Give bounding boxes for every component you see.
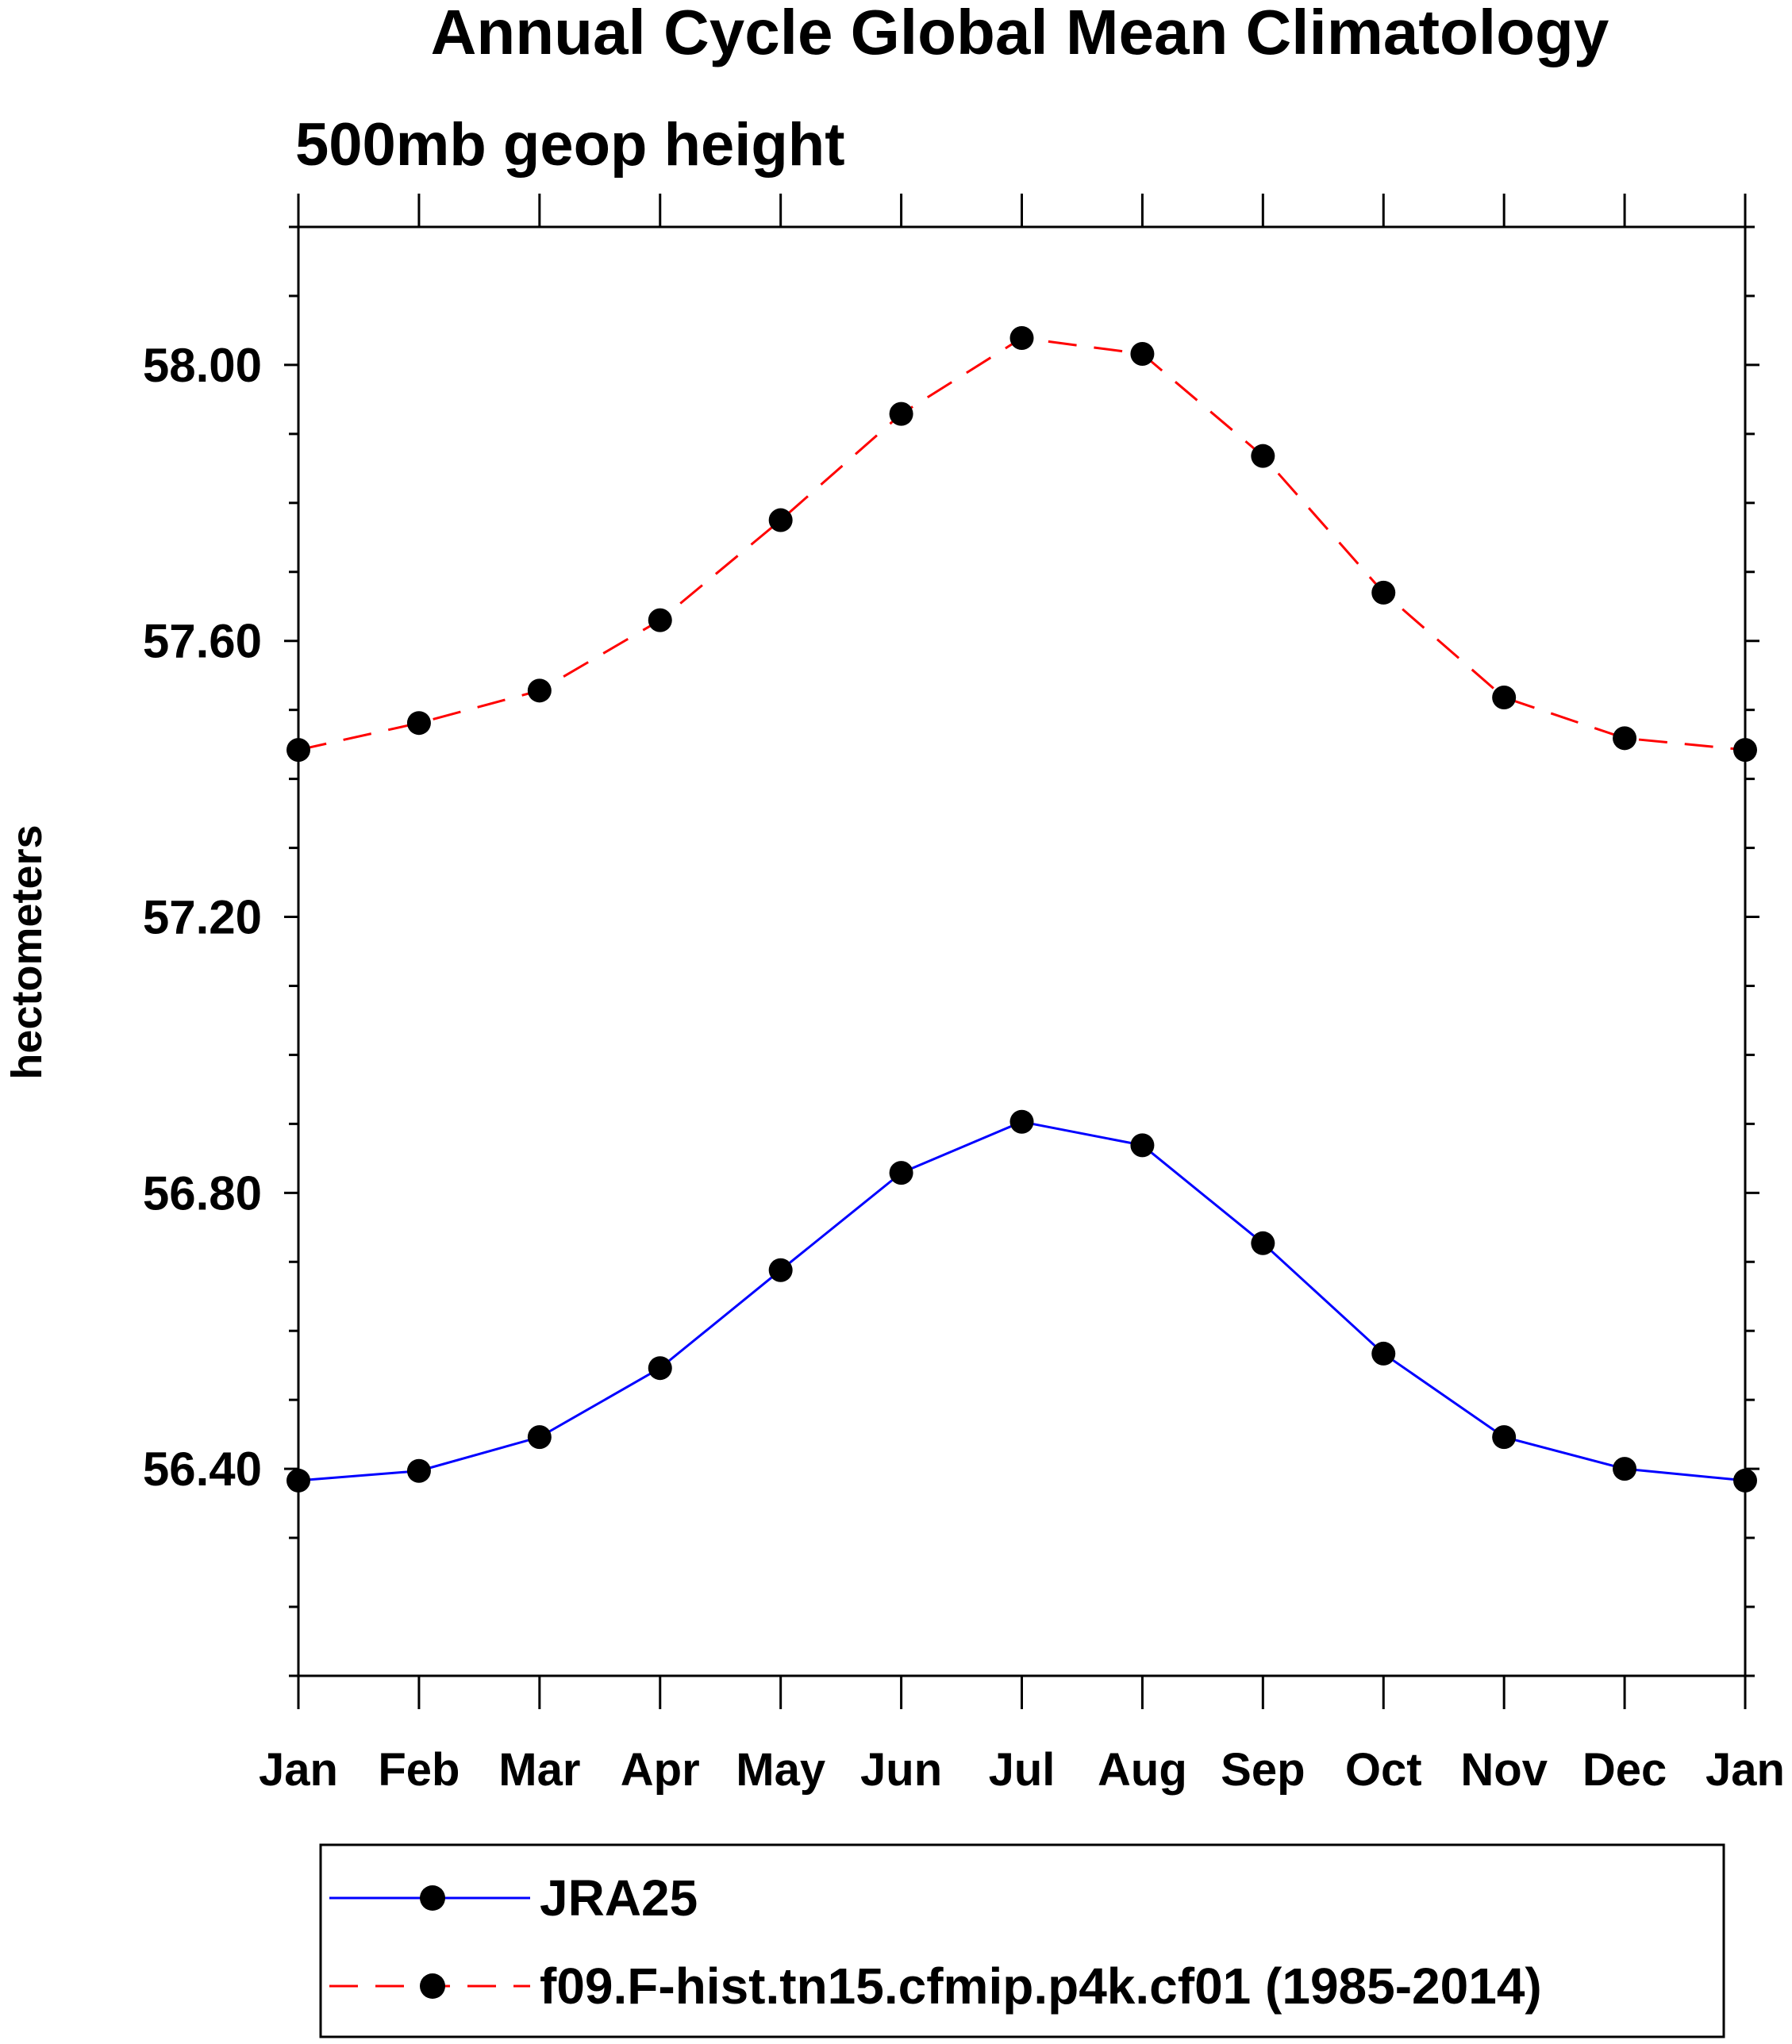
data-point-1-3	[648, 608, 672, 632]
y-tick-label: 56.80	[143, 1166, 262, 1220]
series-line-1	[298, 336, 1746, 751]
data-point-0-0	[286, 1468, 310, 1493]
x-tick-label: Oct	[1345, 1744, 1422, 1796]
legend: JRA25 f09.F-hist.tn15.cfmip.p4k.cf01 (19…	[319, 1843, 1725, 2038]
y-tick-label: 56.40	[143, 1443, 262, 1496]
data-point-1-11	[1613, 726, 1637, 751]
chart-title: Annual Cycle Global Mean Climatology	[431, 0, 1609, 67]
data-point-0-4	[768, 1258, 793, 1282]
y-tick-label: 57.60	[143, 615, 262, 668]
data-point-0-2	[527, 1425, 552, 1450]
data-point-1-4	[768, 508, 793, 532]
data-point-0-9	[1371, 1341, 1396, 1366]
legend-label-jra25: JRA25	[540, 1869, 698, 1927]
x-tick-label: Mar	[498, 1744, 580, 1796]
series-layer	[286, 325, 1757, 1493]
data-point-0-7	[1130, 1133, 1155, 1158]
y-axis-label: hectometers	[3, 824, 51, 1079]
x-tick-label: Sep	[1221, 1744, 1305, 1796]
data-point-0-8	[1251, 1231, 1275, 1255]
data-point-1-1	[406, 711, 431, 736]
x-tick-label: Jan	[1705, 1744, 1785, 1796]
data-point-1-5	[889, 402, 913, 426]
axis-ticks	[284, 194, 1759, 1709]
x-tick-label: Jan	[259, 1744, 338, 1796]
plot-frame	[297, 225, 1747, 1677]
data-point-1-10	[1492, 686, 1517, 710]
data-point-1-7	[1130, 341, 1155, 366]
data-point-1-0	[286, 738, 310, 763]
x-tick-label: May	[736, 1744, 825, 1796]
x-tick-label: Feb	[378, 1744, 460, 1796]
x-tick-label: Dec	[1582, 1744, 1667, 1796]
y-tick-label: 57.20	[143, 891, 262, 944]
data-point-0-12	[1733, 1468, 1757, 1493]
x-tick-label: Jul	[989, 1744, 1056, 1796]
legend-marker-f09	[420, 1973, 445, 1999]
legend-label-f09: f09.F-hist.tn15.cfmip.p4k.cf01 (1985-201…	[540, 1958, 1542, 2015]
x-tick-label: Apr	[621, 1744, 700, 1796]
y-tick-labels: 56.40 56.80 57.20 57.60 58.00	[143, 339, 262, 1496]
legend-marker-jra25	[420, 1885, 445, 1911]
data-point-0-6	[1009, 1109, 1034, 1134]
data-point-0-11	[1613, 1457, 1637, 1481]
legend-box	[319, 1843, 1725, 2038]
data-point-1-2	[527, 678, 552, 703]
data-point-1-9	[1371, 580, 1396, 605]
data-point-0-3	[648, 1356, 672, 1381]
data-point-0-1	[406, 1458, 431, 1483]
data-point-0-10	[1492, 1425, 1517, 1450]
data-point-1-12	[1733, 738, 1757, 763]
x-tick-labels: Jan Feb Mar Apr May Jun Jul Aug Sep Oct Nov Dec Jan	[259, 1744, 1785, 1796]
x-tick-label: Aug	[1098, 1744, 1187, 1796]
data-point-0-5	[889, 1161, 913, 1185]
y-tick-label: 58.00	[143, 339, 262, 392]
data-point-1-6	[1009, 325, 1034, 350]
data-point-1-8	[1251, 444, 1275, 468]
x-tick-label: Jun	[860, 1744, 942, 1796]
series-line-0	[298, 1120, 1746, 1482]
chart-subtitle: 500mb geop height	[295, 111, 845, 179]
x-tick-label: Nov	[1460, 1744, 1548, 1796]
